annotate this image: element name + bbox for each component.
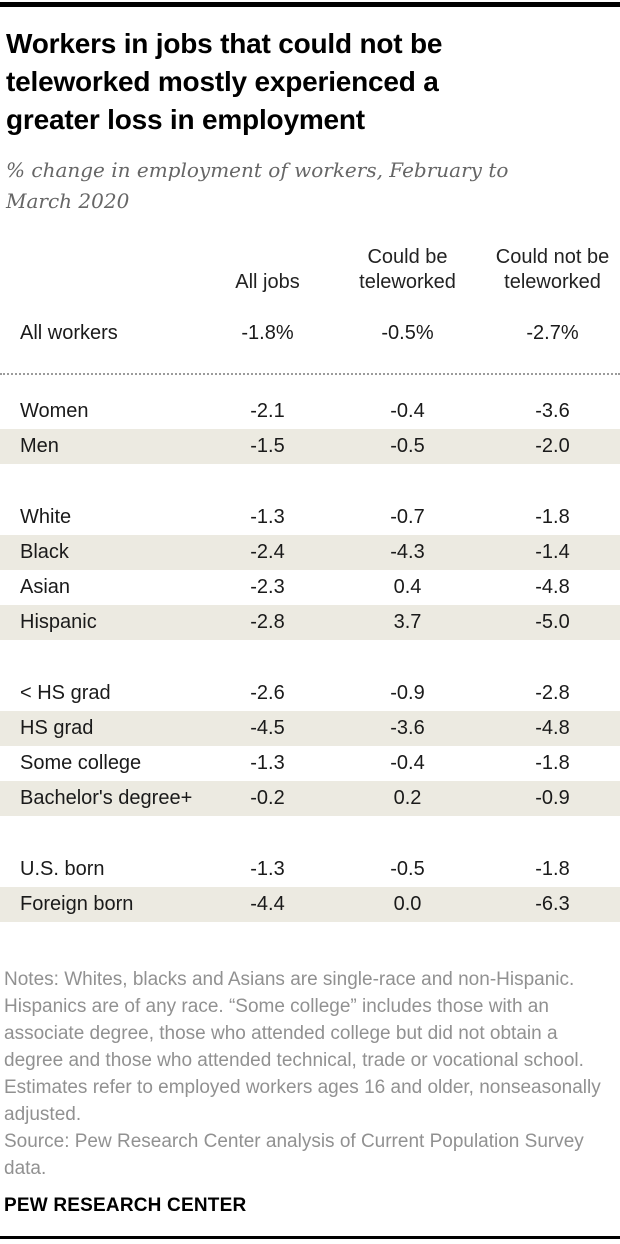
top-rule bbox=[0, 2, 620, 7]
cell-value: -0.7 bbox=[390, 506, 425, 528]
row-label: Hispanic bbox=[20, 611, 97, 633]
row-group-education: < HS grad -2.6 -0.9 -2.8 HS grad -4.5 -3… bbox=[0, 676, 620, 816]
cell-value: 3.7 bbox=[393, 611, 422, 633]
cell-value: -1.8 bbox=[535, 858, 570, 880]
table-row: Black -2.4 -4.3 -1.4 bbox=[0, 535, 620, 570]
cell-value: -2.0 bbox=[535, 435, 570, 457]
cell-value: -2.1 bbox=[250, 400, 285, 422]
table-row: Men -1.5 -0.5 -2.0 bbox=[0, 429, 620, 464]
cell-value: -0.2 bbox=[250, 787, 285, 809]
cell-value: -4.4 bbox=[250, 893, 285, 915]
table-row: HS grad -4.5 -3.6 -4.8 bbox=[0, 711, 620, 746]
cell-value: -6.3 bbox=[535, 893, 570, 915]
row-label: Women bbox=[20, 400, 89, 422]
bottom-rule bbox=[0, 1236, 620, 1239]
table-row: Asian -2.3 0.4 -4.8 bbox=[0, 570, 620, 605]
employment-change-table: All jobs Could be teleworked Could not b… bbox=[0, 245, 620, 922]
row-label: U.S. born bbox=[20, 858, 105, 880]
cell-value: -1.3 bbox=[250, 858, 285, 880]
table-body: Women -2.1 -0.4 -3.6 Men -1.5 -0.5 -2.0 … bbox=[0, 394, 620, 922]
row-label: Some college bbox=[20, 752, 142, 774]
row-group-gender: Women -2.1 -0.4 -3.6 Men -1.5 -0.5 -2.0 bbox=[0, 394, 620, 464]
source-text: Source: Pew Research Center analysis of … bbox=[4, 1131, 584, 1179]
table-row: < HS grad -2.6 -0.9 -2.8 bbox=[0, 676, 620, 711]
cell-value: -0.4 bbox=[390, 400, 425, 422]
cell-value: -2.3 bbox=[250, 576, 285, 598]
table-row: Women -2.1 -0.4 -3.6 bbox=[0, 394, 620, 429]
cell-value: -1.8% bbox=[241, 321, 294, 344]
table-row: Some college -1.3 -0.4 -1.8 bbox=[0, 746, 620, 781]
cell-value: -4.3 bbox=[390, 541, 425, 563]
cell-value: -2.4 bbox=[250, 541, 285, 563]
table-row: White -1.3 -0.7 -1.8 bbox=[0, 500, 620, 535]
row-label: HS grad bbox=[20, 717, 94, 739]
cell-value: -2.6 bbox=[250, 682, 285, 704]
row-label: Men bbox=[20, 435, 59, 457]
cell-value: -4.5 bbox=[250, 717, 285, 739]
page-title: Workers in jobs that could not be telewo… bbox=[6, 28, 443, 135]
cell-value: -0.5% bbox=[381, 321, 434, 344]
row-label: White bbox=[20, 506, 72, 528]
footnotes: Notes: Whites, blacks and Asians are sin… bbox=[4, 966, 608, 1182]
cell-value: -3.6 bbox=[535, 400, 570, 422]
table-row: Bachelor's degree+ -0.2 0.2 -0.9 bbox=[0, 781, 620, 816]
row-label: < HS grad bbox=[20, 682, 111, 704]
row-label: Asian bbox=[20, 576, 71, 598]
cell-value: -1.4 bbox=[535, 541, 570, 563]
pew-research-center-brand: PEW RESEARCH CENTER bbox=[4, 1195, 247, 1216]
row-group-nativity: U.S. born -1.3 -0.5 -1.8 Foreign born -4… bbox=[0, 852, 620, 922]
row-label: Black bbox=[20, 541, 69, 563]
cell-value: -5.0 bbox=[535, 611, 570, 633]
table-row: Foreign born -4.4 0.0 -6.3 bbox=[0, 887, 620, 922]
cell-value: -0.4 bbox=[390, 752, 425, 774]
row-label: Foreign born bbox=[20, 893, 134, 915]
table-row-all-workers: All workers -1.8% -0.5% -2.7% bbox=[0, 313, 620, 353]
cell-value: -4.8 bbox=[535, 576, 570, 598]
dotted-divider bbox=[0, 373, 620, 375]
cell-value: -2.8 bbox=[250, 611, 285, 633]
column-header-all-jobs: All jobs bbox=[235, 271, 300, 293]
row-label: Bachelor's degree+ bbox=[20, 787, 193, 809]
row-group-race: White -1.3 -0.7 -1.8 Black -2.4 -4.3 -1.… bbox=[0, 500, 620, 640]
table-header-row: All jobs Could be teleworked Could not b… bbox=[0, 245, 620, 297]
cell-value: -2.7% bbox=[526, 321, 579, 344]
cell-value: -0.5 bbox=[390, 435, 425, 457]
cell-value: -4.8 bbox=[535, 717, 570, 739]
cell-value: 0.2 bbox=[393, 787, 422, 809]
table-row: Hispanic -2.8 3.7 -5.0 bbox=[0, 605, 620, 640]
cell-value: 0.0 bbox=[393, 893, 422, 915]
cell-value: 0.4 bbox=[393, 576, 422, 598]
page-subtitle: % change in employment of workers, Febru… bbox=[6, 158, 509, 213]
table-row: U.S. born -1.3 -0.5 -1.8 bbox=[0, 852, 620, 887]
cell-value: -1.5 bbox=[250, 435, 285, 457]
notes-text: Notes: Whites, blacks and Asians are sin… bbox=[4, 969, 601, 1125]
column-header-could-not-be-teleworked: Could not be teleworked bbox=[495, 246, 610, 293]
cell-value: -1.3 bbox=[250, 506, 285, 528]
cell-value: -2.8 bbox=[535, 682, 570, 704]
cell-value: -0.5 bbox=[390, 858, 425, 880]
cell-value: -0.9 bbox=[535, 787, 570, 809]
cell-value: -1.8 bbox=[535, 506, 570, 528]
cell-value: -1.8 bbox=[535, 752, 570, 774]
cell-value: -0.9 bbox=[390, 682, 425, 704]
column-header-could-be-teleworked: Could be teleworked bbox=[359, 246, 456, 293]
row-label: All workers bbox=[20, 321, 118, 344]
cell-value: -3.6 bbox=[390, 717, 425, 739]
cell-value: -1.3 bbox=[250, 752, 285, 774]
